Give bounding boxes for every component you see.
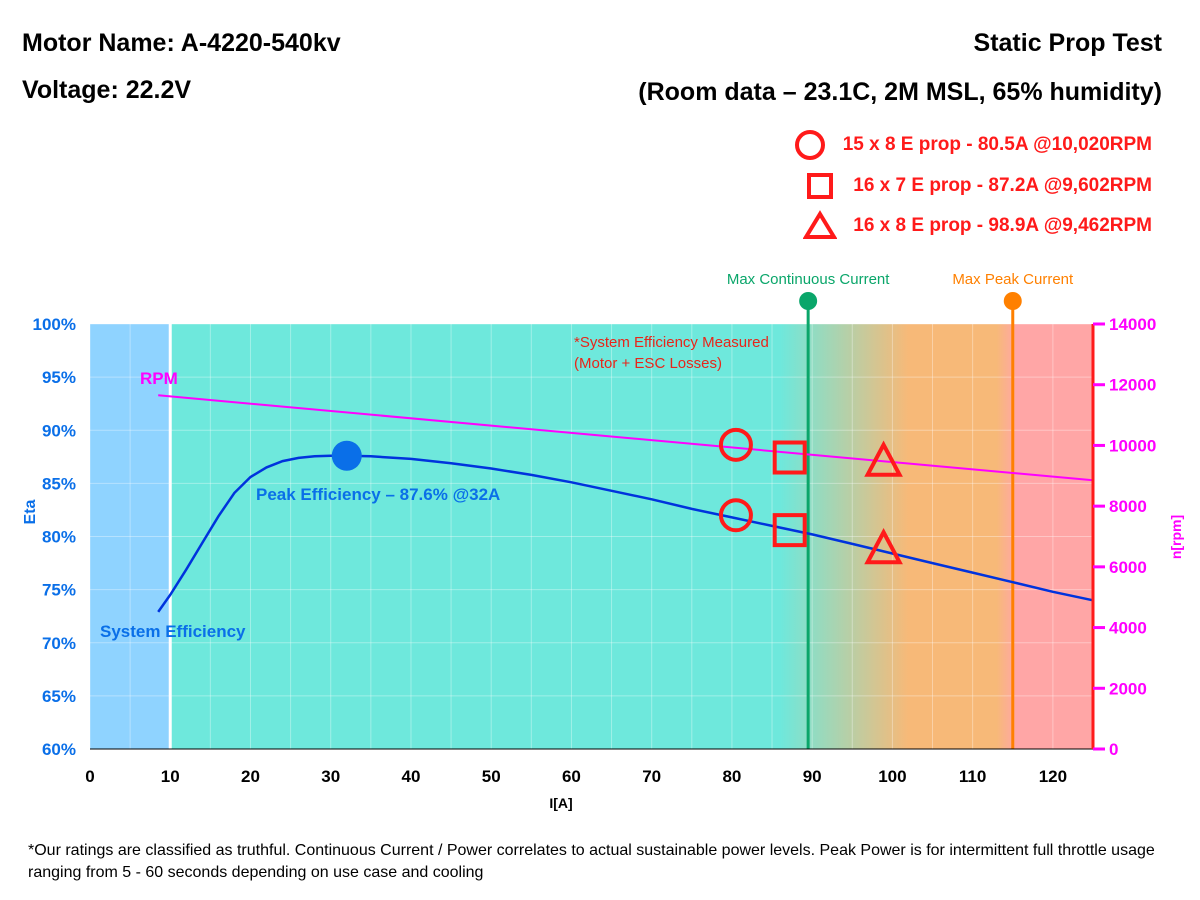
square-marker-icon (807, 173, 834, 199)
y-left-tick-label: 85% (42, 474, 76, 493)
y-left-axis-label: Eta (22, 499, 39, 524)
measured-note: *System Efficiency Measured (574, 334, 769, 351)
x-axis-label: I[A] (549, 795, 572, 811)
x-tick-label: 60 (562, 767, 581, 786)
zone-gradient (90, 324, 1093, 749)
x-tick-label: 30 (321, 767, 340, 786)
ratings-footnote: *Our ratings are classified as truthful.… (28, 842, 1155, 881)
legend-label: 15 x 8 E prop - 80.5A @10,020RPM (842, 134, 1152, 155)
y-left-tick-label: 90% (42, 421, 76, 440)
current-limit-lines: Max Continuous Current Max Peak Current (168, 271, 1074, 749)
y-right-tick-label: 6000 (1109, 558, 1147, 577)
x-tick-label: 50 (482, 767, 501, 786)
x-tick-label: 10 (161, 767, 180, 786)
x-tick-label: 20 (241, 767, 260, 786)
x-tick-label: 70 (642, 767, 661, 786)
circle-efficiency-marker (718, 498, 753, 533)
max-continuous-label: Max Continuous Current (727, 271, 890, 288)
x-tick-label: 90 (803, 767, 822, 786)
test-type-title: Static Prop Test (973, 29, 1162, 57)
efficiency-series-label: System Efficiency (100, 622, 246, 641)
x-tick-label: 110 (959, 767, 986, 786)
legend-item-square: 16 x 7 E prop - 87.2A @9,602RPM (803, 169, 1152, 203)
y-right-tick-label: 12000 (1109, 376, 1156, 395)
max-peak-label: Max Peak Current (952, 271, 1074, 288)
x-tick-label: 80 (722, 767, 741, 786)
y-left-tick-label: 70% (42, 634, 76, 653)
y-right-axis-label: n[rpm] (1168, 515, 1184, 559)
legend-item-triangle: 16 x 8 E prop - 98.9A @9,462RPM (803, 209, 1152, 243)
y-left-tick-label: 65% (42, 687, 76, 706)
zone-background (90, 324, 1093, 749)
motor-name: Motor Name: A-4220-540kv (22, 29, 341, 57)
voltage-label: Voltage: 22.2V (22, 76, 192, 104)
square-efficiency-marker (772, 513, 807, 548)
y-right-tick-label: 10000 (1109, 436, 1156, 455)
max-peak-dot (1003, 292, 1022, 310)
efficiency-curve (157, 454, 1094, 613)
x-tick-label: 0 (85, 767, 94, 786)
peak-efficiency-point (331, 440, 362, 471)
square-rpm-marker (772, 440, 807, 475)
series (157, 394, 1094, 613)
legend-item-circle: 15 x 8 E prop - 80.5A @10,020RPM (793, 128, 1152, 162)
y-right-tick-label: 2000 (1109, 679, 1147, 698)
y-left-tick-label: 80% (42, 528, 76, 547)
circle-marker-icon (794, 130, 825, 160)
legend-label: 16 x 7 E prop - 87.2A @9,602RPM (853, 175, 1152, 196)
triangle-marker-icon (803, 210, 838, 239)
rpm-series-label: RPM (140, 369, 178, 388)
prop-markers (718, 427, 903, 565)
triangle-rpm-marker (864, 440, 903, 477)
y-left-tick-label: 100% (33, 315, 76, 334)
legend-label: 16 x 8 E prop - 98.9A @9,462RPM (853, 215, 1152, 236)
y-right-tick-label: 4000 (1109, 619, 1147, 638)
axes: 0 10 20 30 40 50 60 70 80 90 100 110 120 60% 65% 70% 75%… (22, 315, 1184, 811)
y-left-tick-label: 60% (42, 740, 76, 759)
y-right-tick-label: 0 (1109, 740, 1118, 759)
x-tick-label: 40 (401, 767, 420, 786)
y-right-tick-label: 14000 (1109, 315, 1156, 334)
x-tick-label: 100 (878, 767, 906, 786)
triangle-efficiency-marker (864, 528, 903, 565)
room-data-subtitle: (Room data – 23.1C, 2M MSL, 65% humidity… (638, 78, 1162, 106)
rpm-curve (158, 394, 1094, 482)
y-right-tick-label: 8000 (1109, 497, 1147, 516)
x-tick-label: 120 (1039, 767, 1067, 786)
measured-note-detail: (Motor + ESC Losses) (574, 355, 722, 372)
y-left-tick-label: 75% (42, 581, 76, 600)
peak-efficiency-label: Peak Efficiency – 87.6% @32A (256, 485, 500, 504)
max-continuous-dot (799, 292, 818, 310)
chart-text: RPM System Efficiency Peak Efficiency – 87… (100, 334, 769, 641)
y-left-tick-label: 95% (42, 368, 76, 387)
circle-rpm-marker (718, 427, 753, 462)
